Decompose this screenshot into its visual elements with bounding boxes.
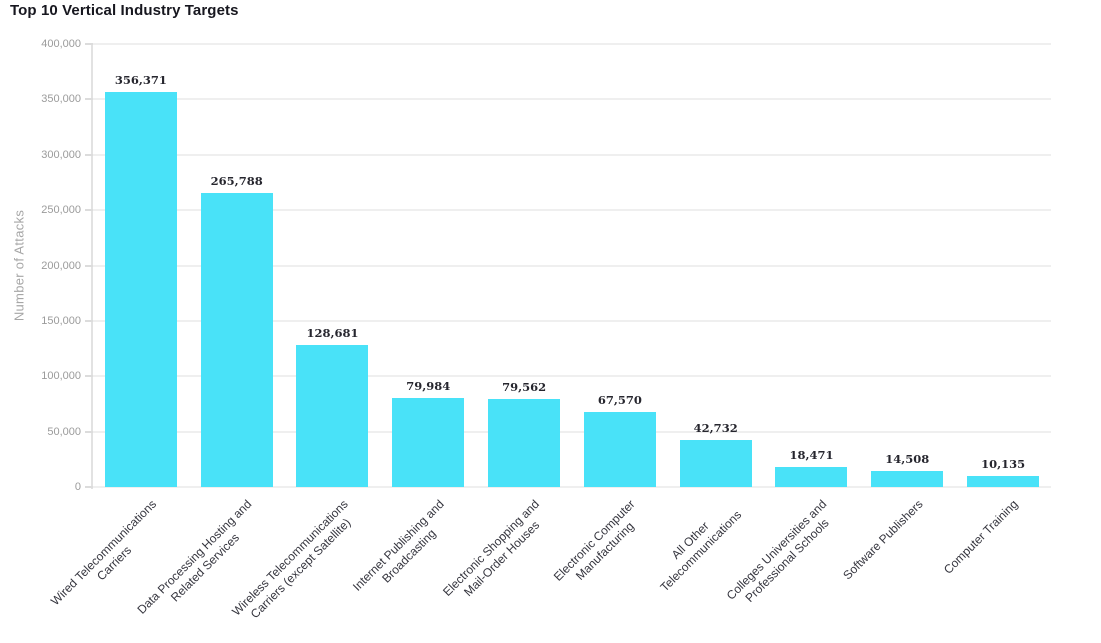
bar-value-label: 67,570 [597, 393, 642, 408]
y-axis-tick [85, 153, 93, 156]
bar-value-label: 18,471 [789, 447, 834, 462]
y-axis-tick [85, 264, 93, 267]
gridline [93, 43, 1051, 45]
bar[interactable] [296, 344, 369, 487]
bar-column: 67,570 [572, 44, 668, 487]
gridline [93, 153, 1051, 156]
y-axis-tick-label: 300,000 [41, 148, 81, 161]
y-axis-tick-label: 100,000 [41, 370, 81, 383]
bar-value-label: 128,681 [306, 325, 359, 340]
bar-value-label: 265,788 [210, 173, 263, 188]
y-axis-tick [85, 319, 93, 322]
x-axis-category-label: Electronic Computer Manufacturing [551, 497, 638, 584]
y-axis-tick-label: 350,000 [41, 93, 81, 106]
bar-column: 79,984 [380, 44, 476, 487]
plot-area: 356,371 265,788 128,681 79,984 79,562 67,570 4… [93, 43, 1051, 488]
gridline [93, 209, 1051, 212]
gridline [93, 319, 1051, 322]
y-axis-tick-label: 250,000 [41, 204, 81, 217]
bar-column: 14,508 [859, 44, 955, 487]
bar-value-label: 14,508 [885, 451, 930, 466]
y-axis-tick [85, 430, 93, 433]
bar[interactable] [871, 470, 944, 487]
gridline [93, 98, 1051, 101]
bar[interactable] [488, 398, 561, 487]
y-axis-tick [85, 486, 93, 488]
bar[interactable] [775, 466, 848, 487]
bar-column: 42,732 [668, 44, 764, 487]
bar-column: 10,135 [955, 44, 1051, 487]
bar[interactable] [679, 439, 752, 487]
y-axis-tick [85, 43, 93, 45]
y-axis-tick-label: 150,000 [41, 314, 81, 327]
bar[interactable] [104, 92, 177, 487]
bar-column: 265,788 [189, 44, 285, 487]
bar-column: 18,471 [764, 44, 860, 487]
gridline [93, 430, 1051, 433]
bar[interactable] [200, 192, 273, 487]
y-axis-tick [85, 375, 93, 378]
gridline [93, 486, 1051, 488]
bar-value-label: 10,135 [981, 456, 1026, 471]
bar[interactable] [967, 475, 1040, 487]
x-axis-category-label: Computer Training [941, 497, 1022, 577]
bar[interactable] [392, 398, 465, 487]
y-axis-tick [85, 209, 93, 212]
chart-title: Top 10 Vertical Industry Targets [10, 2, 239, 19]
x-axis-category-label: Software Publishers [839, 497, 926, 583]
bar-value-label: 356,371 [114, 73, 167, 88]
y-axis-tick [85, 98, 93, 101]
y-axis-line [91, 44, 93, 489]
x-axis-category-label: All Other Telecommunications [657, 507, 745, 595]
bar[interactable] [583, 412, 656, 487]
gridline [93, 264, 1051, 267]
x-axis-category-label: Electronic Shopping and Mail-Order House… [440, 497, 543, 600]
bar-column: 356,371 [93, 44, 189, 487]
gridline [93, 375, 1051, 378]
bar-column: 128,681 [285, 44, 381, 487]
bar-column: 79,562 [476, 44, 572, 487]
y-axis-tick-label: 50,000 [47, 425, 81, 438]
bar-value-label: 42,732 [693, 420, 738, 435]
bar-value-label: 79,984 [406, 379, 451, 394]
y-axis-tick-label: 0 [74, 481, 81, 493]
y-axis-tick-label: 400,000 [41, 38, 81, 50]
bar-value-label: 79,562 [502, 379, 547, 394]
y-axis-tick-label: 200,000 [41, 259, 81, 272]
